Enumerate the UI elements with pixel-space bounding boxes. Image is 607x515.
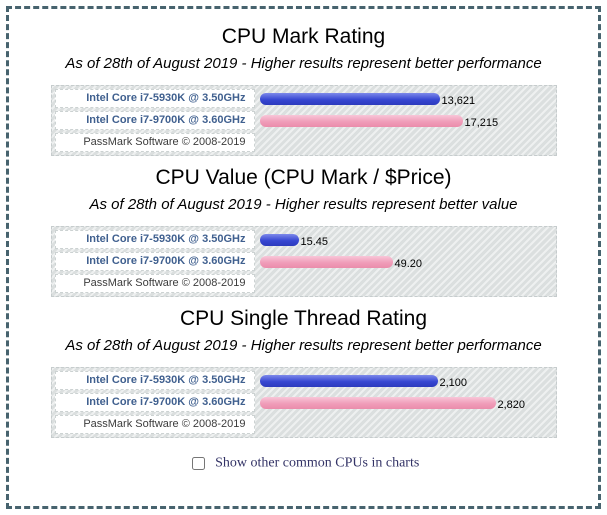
bar-chart: Intel Core i7-5930K @ 3.50GHz 2,100 Inte… [50, 367, 557, 438]
bar-value: 2,100 [439, 376, 468, 389]
copyright-label: PassMark Software © 2008-2019 [54, 415, 255, 434]
bar-chart: Intel Core i7-5930K @ 3.50GHz 13,621 Int… [50, 85, 557, 156]
chart-cpu-value: CPU Value (CPU Mark / $Price) As of 28th… [9, 166, 598, 297]
cpu-label-5930k: Intel Core i7-5930K @ 3.50GHz [54, 371, 255, 390]
chart-subtitle: As of 28th of August 2019 - Higher resul… [65, 337, 542, 354]
table-row: Intel Core i7-5930K @ 3.50GHz 15.45 [54, 230, 553, 249]
table-row: Intel Core i7-9700K @ 3.60GHz 49.20 [54, 252, 553, 271]
table-row: Intel Core i7-9700K @ 3.60GHz 2,820 [54, 393, 553, 412]
bar-value: 49.20 [394, 257, 423, 270]
cpu-label-9700k: Intel Core i7-9700K @ 3.60GHz [54, 111, 255, 130]
cpu-label-9700k: Intel Core i7-9700K @ 3.60GHz [54, 393, 255, 412]
bar-blue [259, 233, 299, 246]
bar-blue [259, 374, 438, 387]
copyright-label: PassMark Software © 2008-2019 [54, 133, 255, 152]
checkbox-row: Show other common CPUs in charts [9, 454, 598, 473]
page-border [6, 6, 601, 509]
bar-pink [259, 114, 463, 127]
bar-track [255, 415, 553, 434]
bar-value: 2,820 [497, 398, 526, 411]
bar-value: 13,621 [441, 94, 476, 107]
table-row: Intel Core i7-5930K @ 3.50GHz 13,621 [54, 89, 553, 108]
bar-pink [259, 255, 393, 268]
cpu-label-5930k: Intel Core i7-5930K @ 3.50GHz [54, 230, 255, 249]
bar-track: 2,100 [255, 371, 553, 390]
show-other-cpus-label: Show other common CPUs in charts [215, 455, 420, 471]
show-other-cpus-checkbox[interactable] [191, 457, 205, 470]
bar-value: 15.45 [300, 235, 329, 248]
table-row: PassMark Software © 2008-2019 [54, 415, 553, 434]
table-row: Intel Core i7-5930K @ 3.50GHz 2,100 [54, 371, 553, 390]
chart-subtitle: As of 28th of August 2019 - Higher resul… [65, 55, 542, 72]
chart-cpu-single-thread: CPU Single Thread Rating As of 28th of A… [9, 307, 598, 438]
page-content: CPU Mark Rating As of 28th of August 201… [9, 9, 598, 506]
cpu-label-9700k: Intel Core i7-9700K @ 3.60GHz [54, 252, 255, 271]
bar-blue [259, 92, 440, 105]
bar-track: 49.20 [255, 252, 553, 271]
bar-track [255, 133, 553, 152]
bar-track: 13,621 [255, 89, 553, 108]
bar-track [255, 274, 553, 293]
cpu-label-5930k: Intel Core i7-5930K @ 3.50GHz [54, 89, 255, 108]
copyright-label: PassMark Software © 2008-2019 [54, 274, 255, 293]
chart-subtitle: As of 28th of August 2019 - Higher resul… [89, 196, 518, 213]
bar-track: 2,820 [255, 393, 553, 412]
table-row: PassMark Software © 2008-2019 [54, 133, 553, 152]
bar-track: 17,215 [255, 111, 553, 130]
table-row: PassMark Software © 2008-2019 [54, 274, 553, 293]
chart-title: CPU Value (CPU Mark / $Price) [155, 166, 452, 189]
chart-title: CPU Mark Rating [221, 25, 386, 48]
bar-value: 17,215 [464, 116, 499, 129]
chart-title: CPU Single Thread Rating [179, 307, 428, 330]
bar-pink [259, 396, 496, 409]
bar-chart: Intel Core i7-5930K @ 3.50GHz 15.45 Inte… [50, 226, 557, 297]
chart-cpu-mark: CPU Mark Rating As of 28th of August 201… [9, 25, 598, 156]
table-row: Intel Core i7-9700K @ 3.60GHz 17,215 [54, 111, 553, 130]
bar-track: 15.45 [255, 230, 553, 249]
